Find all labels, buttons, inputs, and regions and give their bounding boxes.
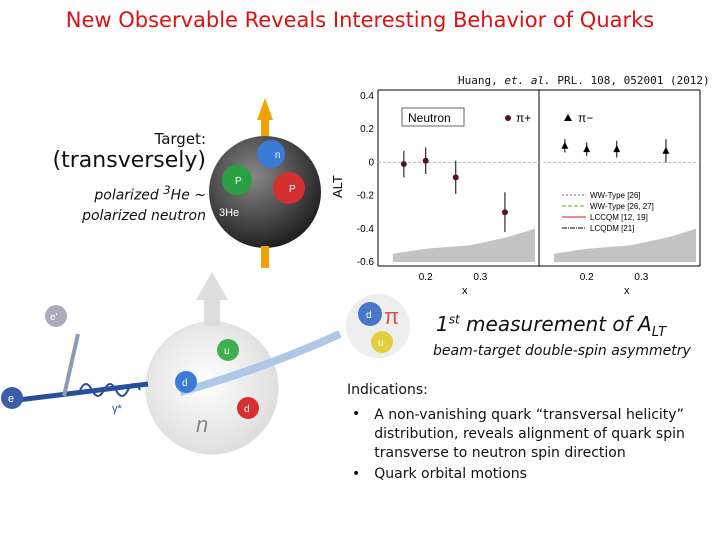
pion-u-ball (371, 331, 393, 353)
neutron-ball (257, 140, 285, 168)
pion-d-ball (358, 302, 382, 326)
u-quark-label: u (224, 346, 230, 357)
page-title: New Observable Reveals Interesting Behav… (65, 8, 655, 32)
y-tick-label: 0 (368, 157, 374, 168)
x-tick-label: 0.3 (473, 272, 487, 283)
target-polarized-neutron: polarized neutron (82, 208, 206, 224)
pion-u-label: u (378, 338, 384, 349)
d-quark-ball-blue (175, 371, 197, 393)
legend-ww-26: WW-Type [26] (590, 191, 641, 200)
pi-plus-points (400, 147, 508, 233)
proton-ball-red (273, 172, 305, 204)
pi-minus-points (561, 139, 670, 163)
proton-label-red: P (289, 184, 296, 195)
neutron-box-label: Neutron (408, 111, 451, 125)
alt-chart: 0.4 0.2 0 -0.2 -0.4 -0.6 0.2 0.3 0.2 0.3… (330, 89, 701, 297)
pion-figure: d u π (346, 294, 410, 358)
x-axis-label-right: x (624, 285, 630, 297)
y-axis-label: ALT (330, 175, 345, 198)
spin-arrow-tail (261, 246, 269, 268)
reference-citation: Huang, et. al. PRL. 108, 052001 (2012) (458, 74, 710, 87)
model-legend: WW-Type [26] WW-Type [26, 27] LCCQM [12,… (562, 191, 654, 233)
x-axis-label-left: x (462, 285, 468, 297)
spin-arrow-up (257, 98, 273, 120)
target-orientation: (transversely) (52, 148, 206, 173)
y-tick-label: -0.6 (357, 257, 375, 268)
target-polarized-he3: polarized 3He ~ (94, 183, 206, 204)
neutron-box (401, 107, 465, 127)
y-tick-label: 0.2 (360, 124, 374, 135)
data-point (561, 141, 569, 149)
d-quark-ball-red (237, 397, 259, 419)
e-prime-ball (45, 305, 67, 327)
data-point (501, 209, 508, 216)
measurement-subtitle: beam-target double-spin asymmetry (433, 343, 691, 359)
legend-triangle-pi-minus (564, 114, 572, 121)
pion-d-label: d (366, 310, 372, 321)
data-point (662, 146, 670, 154)
y-ticks: 0.4 0.2 0 -0.2 -0.4 -0.6 (357, 91, 375, 268)
proton-ball-green (222, 165, 252, 195)
e-prime-label: e' (50, 312, 58, 323)
d-quark-label-red: d (244, 404, 250, 415)
ref-authors: Huang, (458, 74, 498, 87)
gamma-label: γ* (112, 403, 123, 415)
indication-item: • Quark orbital motions (352, 466, 527, 482)
legend-ww-26-27: WW-Type [26, 27] (590, 202, 654, 211)
systematic-band-right (553, 228, 696, 262)
data-point (583, 145, 591, 153)
target-label: Target: (154, 130, 206, 148)
pion-symbol: π (384, 304, 399, 329)
neutron-spin-arrow (196, 272, 228, 300)
scattering-figure: e' e γ* u d d n (1, 272, 342, 455)
measurement-heading: 1st measurement of ALT (436, 312, 667, 340)
virtual-photon (79, 383, 141, 397)
e-label: e (8, 393, 14, 405)
legend-pi-minus: π− (578, 111, 593, 125)
scattered-electron-line (62, 333, 80, 397)
spin-arrow-shaft (261, 118, 269, 136)
x-tick-label: 0.2 (419, 272, 433, 283)
y-tick-label: 0.4 (360, 91, 374, 102)
legend-lccqm: LCCQM [12, 19] (590, 213, 648, 222)
neutron-label: n (275, 150, 281, 161)
neutron-n-label: n (196, 412, 208, 437)
y-tick-label: -0.4 (357, 224, 375, 235)
legend-lcqdm: LCQDM [21] (590, 224, 634, 233)
systematic-band-left (392, 228, 535, 262)
he3-label: 3He (219, 207, 239, 219)
u-quark-ball (217, 339, 239, 361)
incoming-electron-line (17, 381, 149, 403)
neutron-sphere (145, 321, 279, 455)
x-tick-label: 0.2 (580, 272, 594, 283)
ref-citation: PRL. 108, 052001 (2012) (557, 74, 710, 87)
ref-et-al: et. al. (504, 74, 551, 87)
proton-label-green: P (235, 176, 242, 187)
data-point (400, 161, 407, 168)
indications-heading: Indications: (347, 382, 428, 398)
d-quark-label-blue: d (182, 378, 188, 389)
nucleus-sphere (209, 136, 321, 248)
data-point (422, 157, 429, 164)
e-ball (1, 387, 23, 409)
x-tick-label: 0.3 (634, 272, 648, 283)
outgoing-pion-trail (178, 330, 342, 396)
he3-nucleus-figure: n P P 3He (209, 98, 321, 268)
y-tick-label: -0.2 (357, 191, 375, 202)
legend-dot-pi-plus (505, 115, 511, 121)
legend-pi-plus: π+ (516, 111, 531, 125)
data-point (613, 145, 621, 153)
indication-item: • A non-vanishing quark “transversal heli… (352, 406, 685, 461)
data-point (452, 174, 459, 181)
